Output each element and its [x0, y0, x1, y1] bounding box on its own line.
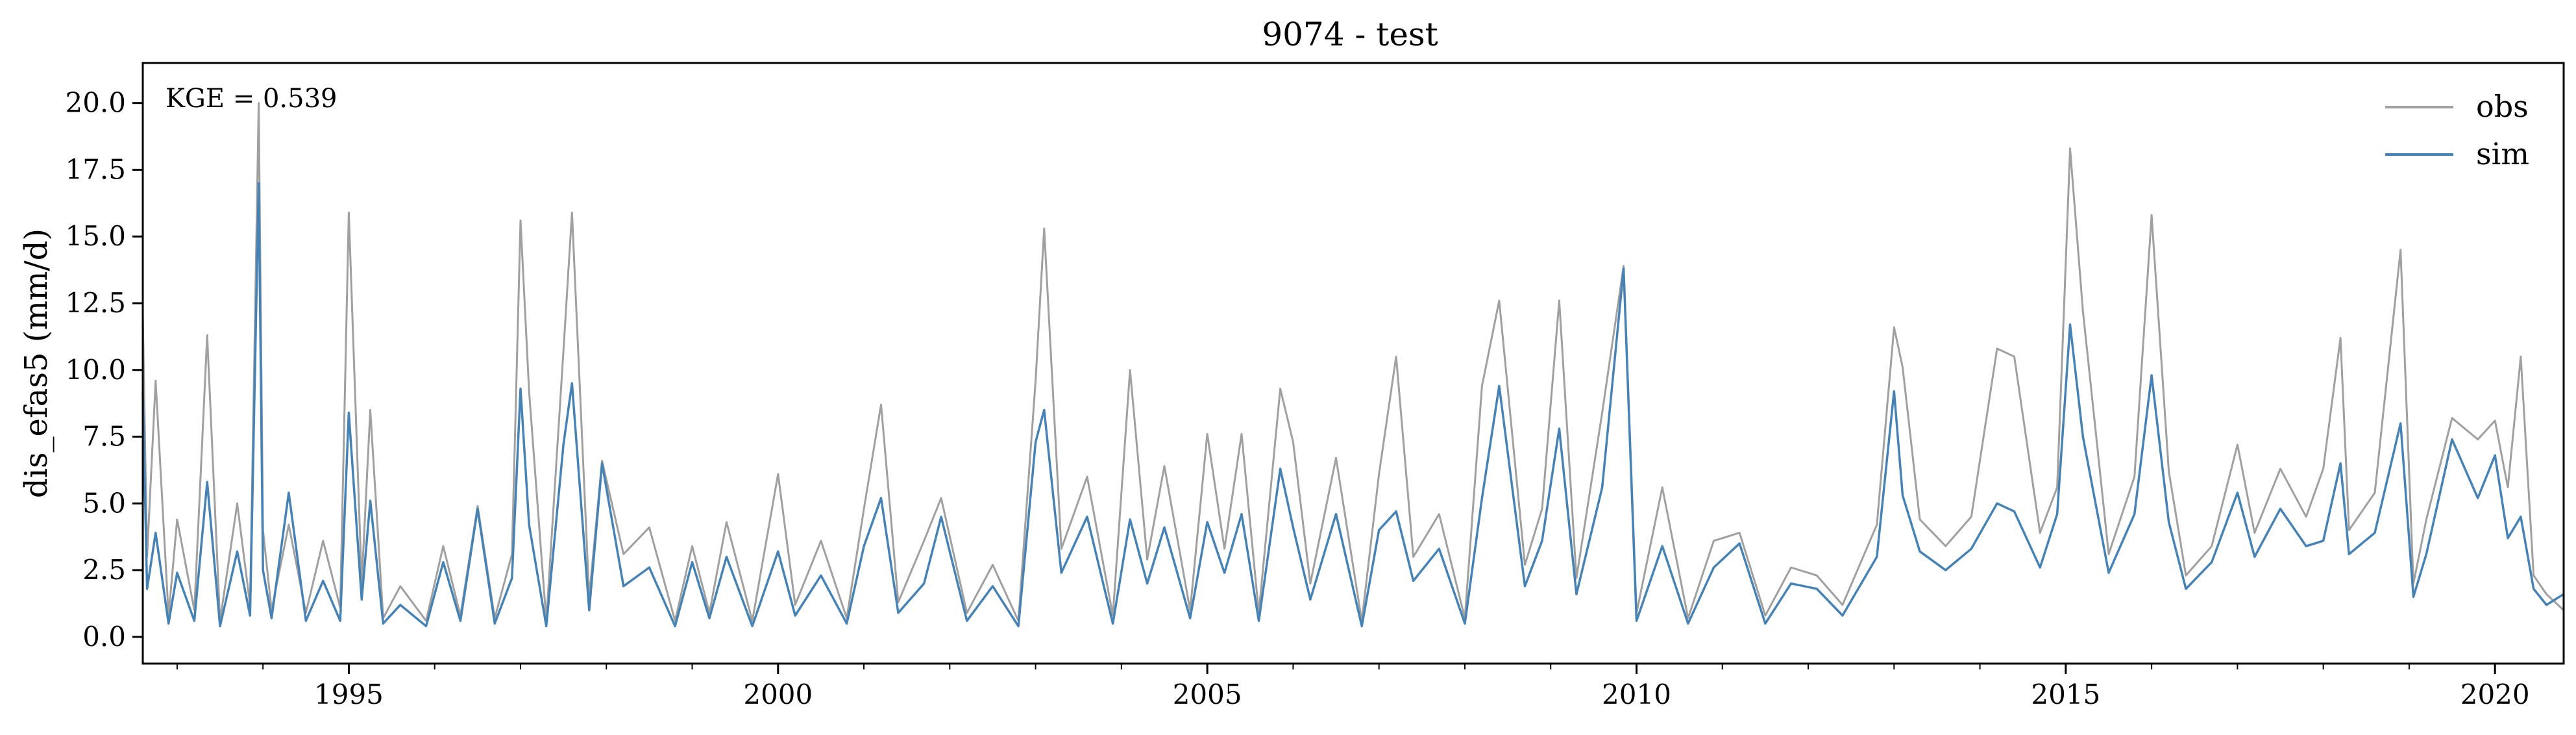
plot-frame: [141, 62, 2565, 665]
legend-label-obs: obs: [2476, 89, 2529, 124]
x-tick-label: 2005: [1173, 679, 1242, 710]
x-tick-label: 2020: [2460, 679, 2530, 710]
legend-label-sim: sim: [2476, 136, 2529, 171]
y-axis: 0.0 2.5 5.0 7.5 10.0 12.5 15.0 17.5 20.0: [65, 87, 143, 653]
kge-annotation: KGE = 0.539: [166, 84, 337, 114]
y-tick-label: 5.0: [82, 487, 126, 519]
y-tick-label: 7.5: [82, 421, 126, 453]
plot-area: 1995 2000 2005 2010 2015 2020 0.0 2.5 5.0 7.5 10.…: [65, 62, 2565, 710]
series-layer: [141, 102, 2565, 628]
x-tick-label: 2015: [2031, 679, 2100, 710]
x-tick-label: 1995: [314, 679, 384, 710]
legend: obs sim: [2385, 89, 2529, 171]
y-tick-label: 0.0: [82, 621, 126, 653]
y-tick-label: 15.0: [65, 220, 126, 252]
x-tick-label: 2000: [743, 679, 813, 710]
y-tick-label: 12.5: [65, 287, 126, 319]
series-line-sim: [141, 182, 2564, 628]
series-line-obs: [141, 102, 2565, 622]
chart-title: 9074 - test: [1262, 16, 1438, 53]
x-tick-label: 2010: [1602, 679, 1671, 710]
y-tick-label: 20.0: [65, 87, 126, 119]
y-axis-label: dis_efas5 (mm/d): [18, 229, 55, 498]
y-tick-label: 17.5: [65, 153, 126, 185]
y-tick-label: 10.0: [65, 354, 126, 386]
y-tick-label: 2.5: [82, 554, 126, 586]
x-axis: 1995 2000 2005 2010 2015 2020: [176, 664, 2530, 710]
